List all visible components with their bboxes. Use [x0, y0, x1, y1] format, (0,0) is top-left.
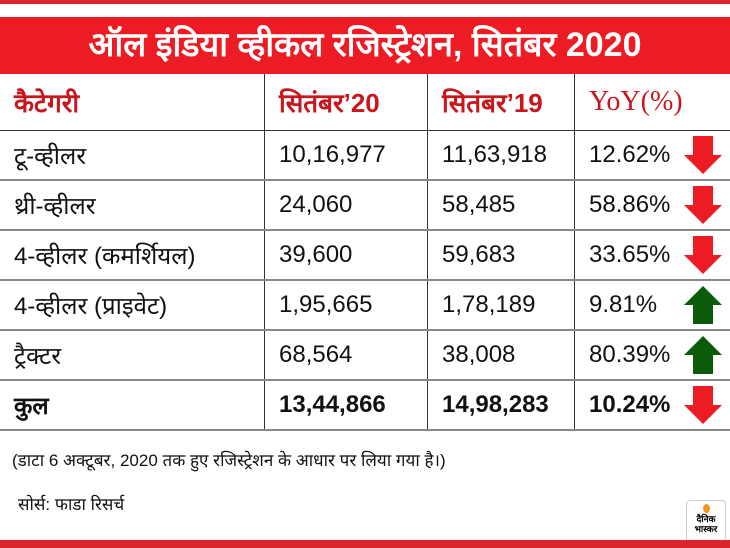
sep19-value: 38,008	[442, 341, 516, 368]
arrow-down-icon	[684, 236, 722, 274]
yoy-value: 33.65%	[589, 241, 671, 268]
sep19-value: 11,63,918	[442, 141, 547, 168]
cell-sep19: 58,485	[427, 180, 575, 231]
logo-sun-icon	[702, 504, 710, 513]
table-header: कैटेगरी सितंबर’20 सितंबर’19 YoY(%)	[0, 74, 730, 131]
sep19-value: 1,78,189	[442, 291, 536, 318]
registration-table: कैटेगरी सितंबर’20 सितंबर’19 YoY(%) टू-व्…	[0, 74, 730, 431]
header-category: कैटेगरी	[0, 74, 265, 131]
cell-category: थ्री-व्हीलर	[0, 180, 265, 231]
arrow-down-icon	[684, 186, 722, 224]
source: सोर्स: फाडा रिसर्च	[18, 495, 125, 514]
sep20-value: 1,95,665	[279, 291, 373, 318]
cell-sep19: 38,008	[427, 330, 575, 381]
sep19-value: 59,683	[442, 241, 516, 268]
yoy-value: 80.39%	[589, 341, 671, 368]
cell-sep20: 1,95,665	[264, 280, 428, 331]
category-value: 4-व्हीलर (प्राइवेट)	[14, 292, 168, 320]
cell-yoy: 58.86%	[574, 180, 730, 231]
arrow-up-icon	[684, 286, 722, 324]
category-value: कुल	[14, 392, 49, 420]
cell-category: कुल	[0, 380, 265, 431]
sep20-value: 13,44,866	[279, 391, 386, 418]
table-row: टू-व्हीलर 10,16,977 11,63,918 12.62%	[0, 130, 730, 181]
cell-yoy: 80.39%	[574, 330, 730, 381]
logo-line2: भास्कर	[694, 524, 718, 534]
top-strip	[0, 0, 730, 4]
cell-category: टू-व्हीलर	[0, 130, 265, 181]
sep20-value: 39,600	[279, 241, 353, 268]
cell-sep20: 24,060	[264, 180, 428, 231]
cell-yoy: 9.81%	[574, 280, 730, 331]
page-title: ऑल इंडिया व्हीकल रजिस्ट्रेशन, सितंबर 202…	[0, 17, 730, 74]
sep20-value: 68,564	[279, 341, 353, 368]
logo-line1: दैनिक	[696, 514, 716, 524]
category-value: 4-व्हीलर (कमर्शियल)	[14, 242, 196, 270]
yoy-value: 9.81%	[589, 291, 658, 318]
sep19-value: 58,485	[442, 191, 516, 218]
cell-sep19: 14,98,283	[427, 380, 575, 431]
header-sep19: सितंबर’19	[427, 74, 575, 131]
table-row: ट्रैक्टर 68,564 38,008 80.39%	[0, 330, 730, 381]
yoy-value: 10.24%	[589, 391, 671, 418]
sep19-value: 14,98,283	[442, 391, 549, 418]
arrow-up-icon	[684, 336, 722, 374]
cell-sep20: 68,564	[264, 330, 428, 381]
yoy-value: 58.86%	[589, 191, 671, 218]
sep20-value: 10,16,977	[279, 141, 386, 168]
yoy-value: 12.62%	[589, 141, 671, 168]
table-row: थ्री-व्हीलर 24,060 58,485 58.86%	[0, 180, 730, 231]
category-value: टू-व्हीलर	[14, 142, 87, 170]
dainik-bhaskar-logo: दैनिक भास्कर	[686, 500, 726, 542]
cell-sep19: 1,78,189	[427, 280, 575, 331]
table-row: 4-व्हीलर (प्राइवेट) 1,95,665 1,78,189 9.81%	[0, 280, 730, 331]
footnote: (डाटा 6 अक्टूबर, 2020 तक हुए रजिस्ट्रेशन…	[12, 451, 446, 470]
category-value: ट्रैक्टर	[14, 342, 62, 370]
cell-category: ट्रैक्टर	[0, 330, 265, 381]
arrow-down-icon	[684, 386, 722, 424]
table-row: कुल 13,44,866 14,98,283 10.24%	[0, 380, 730, 431]
cell-yoy: 12.62%	[574, 130, 730, 181]
cell-category: 4-व्हीलर (प्राइवेट)	[0, 280, 265, 331]
cell-category: 4-व्हीलर (कमर्शियल)	[0, 230, 265, 281]
header-sep20: सितंबर’20	[264, 74, 428, 131]
cell-sep19: 11,63,918	[427, 130, 575, 181]
cell-sep19: 59,683	[427, 230, 575, 281]
bottom-bar	[0, 540, 730, 548]
table-row: 4-व्हीलर (कमर्शियल) 39,600 59,683 33.65%	[0, 230, 730, 281]
header-yoy: YoY(%)	[574, 74, 730, 131]
arrow-down-icon	[684, 136, 722, 174]
cell-yoy: 33.65%	[574, 230, 730, 281]
cell-yoy: 10.24%	[574, 380, 730, 431]
cell-sep20: 10,16,977	[264, 130, 428, 181]
category-value: थ्री-व्हीलर	[14, 192, 96, 220]
sep20-value: 24,060	[279, 191, 353, 218]
cell-sep20: 39,600	[264, 230, 428, 281]
cell-sep20: 13,44,866	[264, 380, 428, 431]
